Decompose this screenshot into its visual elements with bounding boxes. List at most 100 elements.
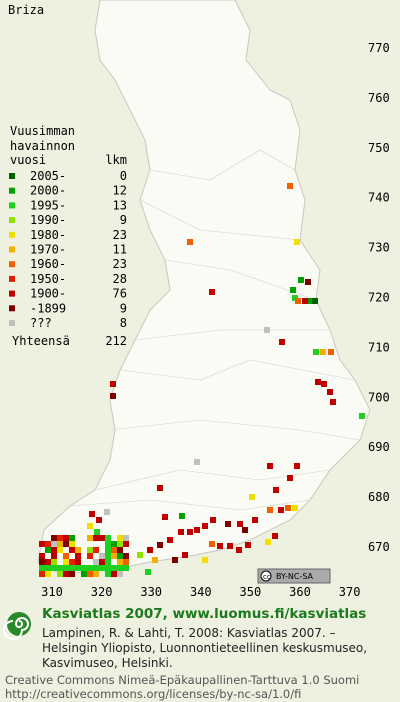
record-square	[105, 571, 111, 577]
record-square	[290, 287, 296, 293]
record-square	[111, 571, 117, 577]
record-square	[75, 547, 81, 553]
record-square	[242, 527, 248, 533]
record-square	[217, 543, 223, 549]
map-title: Briza	[8, 3, 44, 17]
legend-swatch	[9, 290, 15, 297]
finland-outline	[37, 0, 371, 575]
record-square	[157, 542, 163, 548]
record-square	[321, 381, 327, 387]
record-square	[63, 571, 69, 577]
record-square	[227, 543, 233, 549]
record-square	[123, 541, 129, 547]
y-coordinate-label: 740	[368, 191, 390, 205]
record-square	[287, 475, 293, 481]
record-square	[273, 487, 279, 493]
record-square	[179, 513, 185, 519]
x-coordinate-label: 360	[289, 585, 311, 599]
record-square	[252, 517, 258, 523]
record-square	[51, 547, 57, 553]
record-square	[328, 349, 334, 355]
legend-swatch	[9, 202, 15, 209]
legend-label: -1899	[30, 301, 66, 315]
record-square	[51, 541, 57, 547]
record-square	[330, 399, 336, 405]
y-coordinate-label: 680	[368, 490, 390, 504]
record-square	[57, 571, 63, 577]
record-square	[267, 507, 273, 513]
record-square	[287, 183, 293, 189]
record-square	[327, 389, 333, 395]
record-square	[194, 527, 200, 533]
legend-count: 12	[113, 184, 127, 198]
record-square	[294, 463, 300, 469]
record-square	[69, 565, 75, 571]
legend-heading: Vuusimman	[10, 124, 75, 138]
record-square	[313, 349, 319, 355]
record-square	[209, 289, 215, 295]
record-square	[307, 298, 313, 304]
record-square	[294, 239, 300, 245]
record-square	[285, 505, 291, 511]
record-square	[295, 298, 301, 304]
legend-count: 0	[120, 169, 127, 183]
legend-label: 1995-	[30, 198, 66, 212]
y-coordinate-label: 670	[368, 540, 390, 554]
record-square	[89, 511, 95, 517]
record-square	[264, 327, 270, 333]
record-square	[157, 485, 163, 491]
y-coordinate-label: 710	[368, 340, 390, 354]
record-square	[105, 553, 111, 559]
record-square	[123, 553, 129, 559]
record-square	[81, 565, 87, 571]
record-square	[99, 559, 105, 565]
record-square	[93, 571, 99, 577]
legend-count: 23	[113, 228, 127, 242]
cc-badge: cc BY-NC-SA	[257, 568, 331, 584]
record-square	[117, 571, 123, 577]
record-square	[69, 541, 75, 547]
legend-column: vuosi	[10, 153, 46, 167]
record-square	[57, 535, 63, 541]
record-square	[147, 547, 153, 553]
record-square	[117, 559, 123, 565]
legend-label: 1970-	[30, 243, 66, 257]
record-square	[111, 565, 117, 571]
legend-count: 8	[120, 316, 127, 330]
legend-label: 2005-	[30, 169, 66, 183]
record-square	[292, 505, 298, 511]
legend-swatch	[9, 305, 15, 312]
record-square	[110, 393, 116, 399]
record-square	[305, 279, 311, 285]
badge-text: BY-NC-SA	[276, 572, 314, 581]
y-coordinate-label: 700	[368, 390, 390, 404]
legend-swatch	[9, 187, 15, 194]
record-square	[51, 535, 57, 541]
license-line: http://creativecommons.org/licenses/by-n…	[5, 687, 301, 701]
record-square	[105, 559, 111, 565]
logo	[3, 612, 31, 640]
record-square	[178, 529, 184, 535]
record-square	[123, 559, 129, 565]
legend-count: 23	[113, 257, 127, 271]
record-square	[99, 553, 105, 559]
record-square	[315, 379, 321, 385]
legend-swatch	[9, 261, 15, 268]
record-square	[187, 529, 193, 535]
record-square	[111, 541, 117, 547]
record-square	[117, 535, 123, 541]
record-square	[110, 381, 116, 387]
record-square	[237, 521, 243, 527]
legend-swatch	[9, 320, 15, 326]
record-square	[94, 529, 100, 535]
legend-swatch	[9, 231, 15, 238]
record-square	[202, 557, 208, 563]
record-square	[45, 571, 51, 577]
record-square	[104, 509, 110, 515]
license-line: Creative Commons Nimeä-Epäkaupallinen-Ta…	[5, 673, 359, 687]
record-square	[279, 339, 285, 345]
record-square	[278, 507, 284, 513]
record-square	[99, 565, 105, 571]
